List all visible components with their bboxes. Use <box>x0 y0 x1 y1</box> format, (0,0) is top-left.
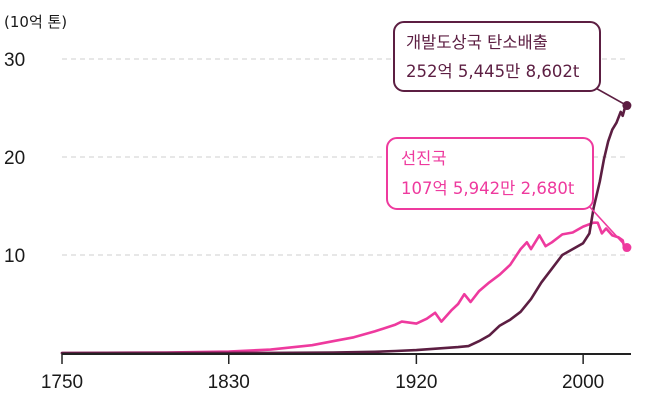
y-tick-20: 20 <box>4 148 25 169</box>
developing-callout-leader <box>591 85 628 107</box>
y-tick-10: 10 <box>4 246 25 267</box>
y-axis-ticks: 10 20 30 <box>4 50 25 267</box>
x-axis-ticks: 1750 1830 1920 2000 <box>41 354 604 393</box>
developing-callout-line2: 252억 5,445만 8,602t <box>406 62 580 81</box>
developing-series-line <box>60 104 629 355</box>
developed-callout-line2: 107억 5,942만 2,680t <box>401 179 575 198</box>
x-tick-2000: 2000 <box>562 372 604 393</box>
developed-callout-box <box>386 137 594 210</box>
y-tick-30: 30 <box>4 50 25 71</box>
developed-callout-leader <box>587 204 628 249</box>
x-tick-1750: 1750 <box>41 372 83 393</box>
x-tick-1920: 1920 <box>395 372 437 393</box>
developing-callout-box <box>393 21 601 92</box>
developing-callout-line1: 개발도상국 탄소배출 <box>406 33 548 52</box>
developed-series-line <box>60 221 629 355</box>
developing-callout: 개발도상국 탄소배출 252억 5,445만 8,602t <box>393 21 628 107</box>
developed-callout-line1: 선진국 <box>401 149 447 168</box>
developed-callout: 선진국 107억 5,942만 2,680t <box>386 137 628 249</box>
y-axis-unit-label: (10억 톤) <box>4 13 67 31</box>
x-tick-1830: 1830 <box>208 372 250 393</box>
